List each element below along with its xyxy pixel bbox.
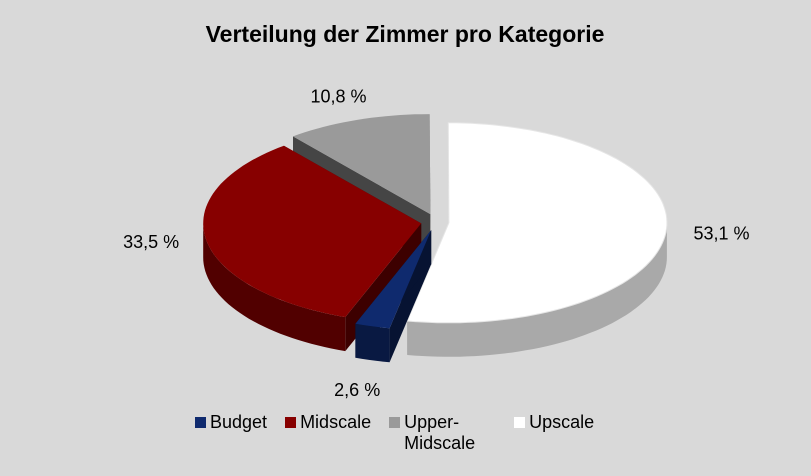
slice-top — [406, 122, 668, 324]
legend-label: Budget — [210, 412, 268, 432]
legend-item: Upscale — [514, 412, 594, 433]
data-label: 53,1 % — [693, 223, 749, 243]
legend-item: Midscale — [285, 412, 371, 433]
legend-item: Upper-Midscale — [389, 412, 496, 454]
slice-wall — [203, 223, 346, 352]
data-label: 33,5 % — [123, 232, 179, 252]
slice — [355, 230, 432, 363]
legend-swatch — [514, 417, 526, 428]
slice-wall — [407, 222, 667, 357]
slice-wall — [355, 323, 390, 363]
legend-swatch — [285, 417, 297, 428]
slice — [406, 122, 668, 357]
legend-label: Midscale — [300, 412, 372, 432]
slice — [203, 145, 422, 352]
data-label: 10,8 % — [310, 86, 366, 106]
slice-top — [293, 114, 431, 215]
legend-swatch — [389, 417, 401, 428]
legend-label: Upscale — [529, 412, 595, 432]
chart-title: Verteilung der Zimmer pro Kategorie — [206, 21, 605, 47]
data-label: 2,6 % — [334, 380, 380, 400]
legend: Budget Midscale Upper-Midscale Upscale — [195, 412, 612, 454]
legend-label: Upper-Midscale — [404, 412, 476, 453]
slice-top — [203, 145, 422, 318]
legend-item: Budget — [195, 412, 267, 433]
slice-top — [355, 230, 432, 329]
legend-swatch — [195, 417, 206, 428]
